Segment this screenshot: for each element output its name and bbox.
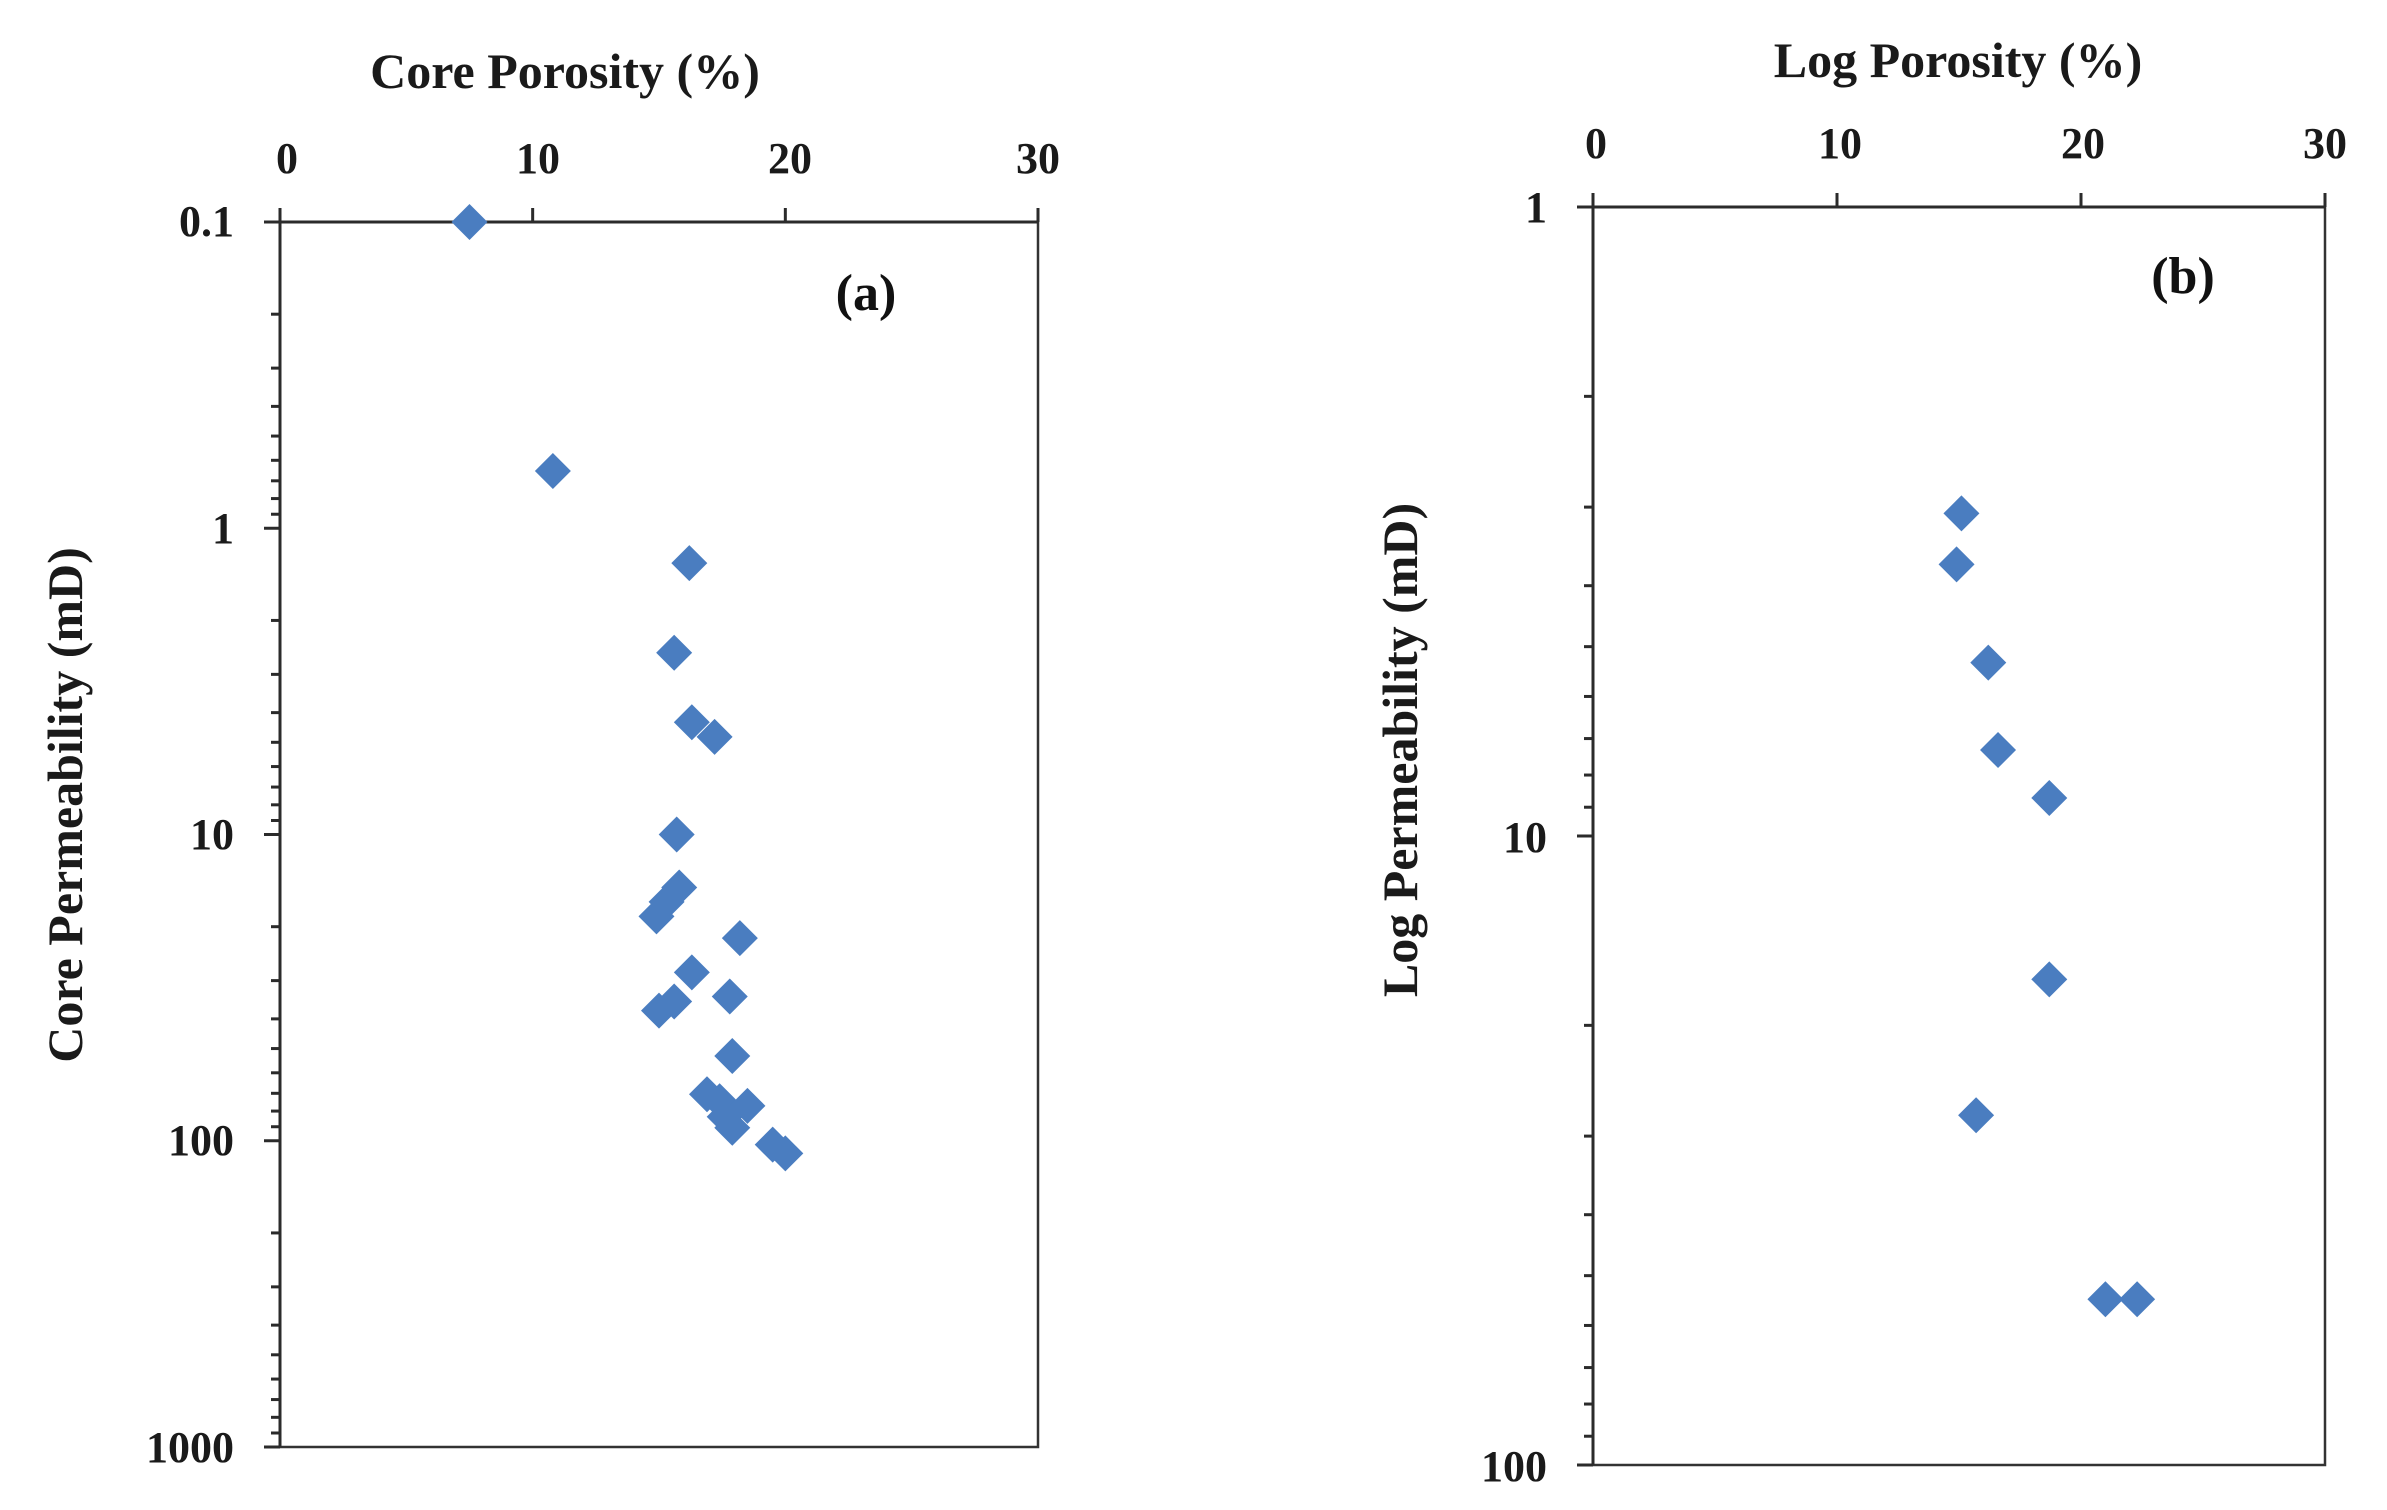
panel-a-y-tick-label: 0.1 <box>179 197 234 246</box>
panel-b-data-point <box>1943 495 1980 532</box>
panel-b-x-tick-label: 30 <box>2303 119 2347 168</box>
panel-b-label: (b) <box>2151 248 2215 305</box>
panel-a-label: (a) <box>836 265 897 322</box>
panel-a-data-points <box>451 204 804 1172</box>
panel-a-y-tick-label: 1 <box>212 504 234 553</box>
panel-a-data-point <box>671 545 708 582</box>
panel-a-data-point <box>714 1038 751 1075</box>
panel-a-data-point <box>673 954 710 991</box>
panel-a-core-plot: Core Porosity (%) Core Permeability (mD)… <box>37 43 1060 1472</box>
panel-a-data-point <box>534 452 571 489</box>
panel-a-y-tick-label: 10 <box>190 810 234 859</box>
panel-a-y-tick-label: 1000 <box>146 1423 234 1472</box>
panel-a-x-tick-label: 0 <box>276 134 298 183</box>
panel-b-data-point <box>1970 644 2007 681</box>
panel-b-data-point <box>2119 1281 2156 1318</box>
panel-a-data-point <box>451 204 488 240</box>
panel-a-data-point <box>641 992 677 1029</box>
panel-a-x-axis-title: Core Porosity (%) <box>370 43 760 99</box>
panel-a-x-tick-label: 10 <box>516 134 560 183</box>
panel-b-x-tick-label: 10 <box>1818 119 1862 168</box>
panel-b-data-point <box>2031 961 2068 998</box>
panel-a-data-point <box>721 920 758 957</box>
panel-b-x-tick-label: 20 <box>2061 119 2105 168</box>
panel-a-x-tick-label: 20 <box>768 134 812 183</box>
panel-b-x-ticks: 0 10 20 30 <box>1585 119 2347 168</box>
panel-b-x-tick-label: 0 <box>1585 119 1607 168</box>
panel-a-data-point <box>714 1109 751 1146</box>
panel-b-log-plot: Log Porosity (%) Log Permeability (mD) (… <box>1372 32 2347 1491</box>
panel-a-data-point <box>767 1135 804 1172</box>
panel-b-data-point <box>1980 732 2017 769</box>
panel-a-data-point <box>638 898 675 935</box>
panel-b-y-ticks: 1 10 100 <box>1481 183 1547 1491</box>
panel-a-x-tick-label: 30 <box>1016 134 1060 183</box>
panel-b-y-axis-title: Log Permeability (mD) <box>1372 503 1428 997</box>
panel-a-y-axis-title: Core Permeability (mD) <box>37 547 93 1063</box>
panel-a-y-tick-label: 100 <box>168 1116 234 1165</box>
panel-b-data-point <box>2031 779 2068 816</box>
panel-a-data-point <box>711 978 748 1015</box>
panel-b-data-point <box>2087 1281 2124 1318</box>
panel-a-x-ticks: 0 10 20 30 <box>276 134 1060 183</box>
panel-b-data-point <box>1958 1097 1995 1134</box>
panel-a-y-ticks: 0.1 1 10 100 1000 <box>146 197 234 1472</box>
panel-a-data-point <box>658 816 695 853</box>
panel-b-y-tick-label: 10 <box>1503 813 1547 862</box>
panel-b-tick-marks <box>1577 193 2327 1467</box>
panel-a-tick-marks <box>264 208 1040 1449</box>
panel-b-y-tick-label: 1 <box>1525 183 1547 232</box>
panel-b-y-tick-label: 100 <box>1481 1442 1547 1491</box>
panel-a-data-point <box>656 634 693 671</box>
panel-a-data-point <box>673 704 710 741</box>
panel-b-data-point <box>1938 546 1975 583</box>
panel-b-plot-area <box>1591 205 2327 1467</box>
panel-b-data-points <box>1938 495 2156 1318</box>
panel-a-data-point <box>696 718 733 755</box>
panel-b-x-axis-title: Log Porosity (%) <box>1774 32 2142 88</box>
